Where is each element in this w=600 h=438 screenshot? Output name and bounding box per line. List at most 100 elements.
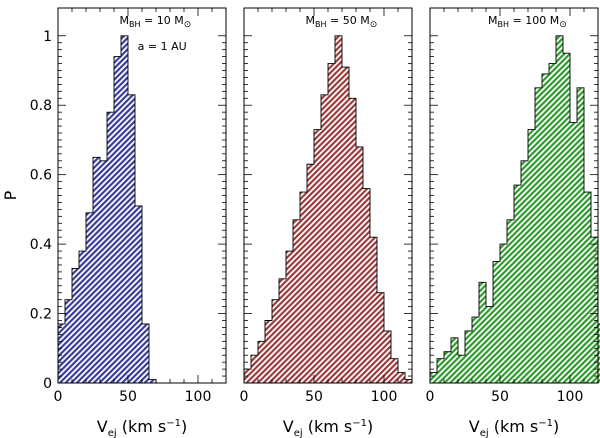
bar-mbh-100-20: [570, 122, 577, 383]
bar-mbh-50-9: [307, 164, 314, 383]
bar-mbh-100-9: [493, 261, 500, 383]
x-label-close: ): [181, 417, 187, 436]
bar-mbh-10-6: [100, 160, 107, 383]
annotation-mbh-10: MBH = 10 M⊙: [120, 14, 192, 30]
bar-mbh-50-3: [265, 320, 272, 383]
bar-mbh-50-12: [328, 63, 335, 384]
bar-mbh-50-11: [321, 94, 328, 384]
y-tick-label: 0.8: [30, 98, 52, 114]
bar-mbh-100-19: [563, 53, 570, 384]
bar-mbh-10-8: [114, 56, 121, 383]
x-tick-label: 100: [185, 389, 212, 405]
bar-mbh-10-13: [149, 379, 156, 383]
bar-mbh-100-2: [444, 351, 451, 383]
bar-mbh-100-22: [584, 192, 591, 383]
annotation-mass-symbol: M: [120, 14, 130, 27]
bar-mbh-100-24: [598, 323, 600, 383]
bar-mbh-50-22: [398, 372, 405, 383]
bar-mbh-50-18: [370, 237, 377, 383]
x-label-symbol: V: [283, 417, 294, 436]
bar-mbh-100-4: [458, 355, 465, 383]
outline-mbh-10: [57, 35, 157, 383]
bar-mbh-100-10: [500, 244, 507, 383]
bar-mbh-10-2: [72, 268, 79, 383]
x-label-symbol: V: [469, 417, 480, 436]
bar-mbh-100-21: [577, 87, 584, 383]
x-label-units: (km s: [489, 417, 539, 436]
bar-mbh-100-15: [535, 87, 542, 383]
panel-mbh-50: 0 50 100 MBH = 50 M⊙ Vej (km s−1): [240, 7, 413, 438]
bar-mbh-100-7: [479, 282, 486, 383]
x-tick-label: 0: [240, 389, 249, 405]
x-axis-label: Vej (km s−1): [97, 417, 188, 438]
annotation-mass-symbol: M: [488, 14, 498, 27]
bar-mbh-50-6: [286, 251, 293, 383]
bar-mbh-10-7: [107, 112, 114, 384]
annotation-mass-subscript: BH: [498, 20, 510, 29]
y-tick-label: 0.6: [30, 168, 52, 184]
x-label-close: ): [367, 417, 373, 436]
bar-mbh-50-15: [349, 98, 356, 384]
annotation-mass-subscript: BH: [129, 20, 141, 29]
bar-mbh-50-5: [279, 278, 286, 383]
bar-mbh-50-2: [258, 341, 265, 383]
annotation-sun-symbol: ⊙: [184, 20, 192, 30]
bar-mbh-10-5: [93, 157, 100, 383]
bar-mbh-100-8: [486, 306, 493, 383]
bar-mbh-10-1: [65, 299, 72, 383]
bar-mbh-10-3: [79, 251, 86, 383]
x-label-units: (km s: [117, 417, 167, 436]
bar-mbh-50-8: [300, 192, 307, 383]
x-label-symbol: V: [97, 417, 108, 436]
bars-mbh-10: [58, 35, 156, 384]
x-tick-label: 0: [54, 389, 63, 405]
y-tick-label: 1: [43, 29, 52, 45]
bar-mbh-50-13: [335, 35, 342, 384]
x-label-exponent: −1: [352, 418, 367, 429]
x-axis-label: Vej (km s−1): [469, 417, 560, 438]
x-label-subscript: ej: [480, 428, 489, 438]
x-tick-label: 50: [119, 389, 137, 405]
bar-mbh-100-16: [542, 73, 549, 383]
bar-mbh-50-1: [251, 355, 258, 383]
bar-mbh-10-4: [86, 212, 93, 383]
x-tick-label: 50: [305, 389, 323, 405]
x-axis-label: Vej (km s−1): [283, 417, 374, 438]
bar-mbh-50-21: [391, 358, 398, 383]
bar-mbh-100-6: [472, 317, 479, 383]
bar-mbh-50-19: [377, 292, 384, 383]
x-label-subscript: ej: [108, 428, 117, 438]
bar-mbh-100-23: [591, 237, 598, 383]
x-tick-label: 100: [557, 389, 584, 405]
y-tick-label: 0.4: [30, 237, 52, 253]
bar-mbh-50-14: [342, 67, 349, 384]
bar-mbh-50-4: [272, 299, 279, 383]
annotation-mass-symbol: M: [306, 14, 316, 27]
panel-mbh-10: 0 50 100 0 0.2 0.4 0.6 0.8 1 MBH = 10 M⊙ a = 1 AU V…: [30, 7, 227, 438]
annotation-mass-subscript: BH: [315, 20, 327, 29]
bars-mbh-50: [244, 35, 412, 384]
bar-mbh-50-17: [363, 188, 370, 383]
outline-mbh-50: [243, 35, 413, 383]
outline-mbh-100: [429, 35, 600, 383]
x-tick-label: 100: [371, 389, 398, 405]
annotation-mass-value: = 10 M: [141, 14, 184, 27]
annotation-mass-value: = 50 M: [327, 14, 370, 27]
bar-mbh-100-18: [556, 35, 563, 384]
bar-mbh-50-20: [384, 330, 391, 383]
y-axis-label: P: [1, 190, 20, 200]
bar-mbh-10-10: [128, 94, 135, 384]
annotation-mbh-50: MBH = 50 M⊙: [306, 14, 378, 30]
x-label-units: (km s: [303, 417, 353, 436]
bar-mbh-50-16: [356, 146, 363, 383]
bar-mbh-50-7: [293, 219, 300, 383]
annotation-separation: a = 1 AU: [138, 40, 187, 53]
x-label-close: ): [553, 417, 559, 436]
bar-mbh-50-10: [314, 129, 321, 383]
bar-mbh-50-23: [405, 379, 412, 383]
annotation-sun-symbol: ⊙: [559, 20, 567, 30]
bar-mbh-100-17: [549, 63, 556, 384]
bar-mbh-100-11: [507, 219, 514, 383]
x-tick-label: 0: [426, 389, 435, 405]
